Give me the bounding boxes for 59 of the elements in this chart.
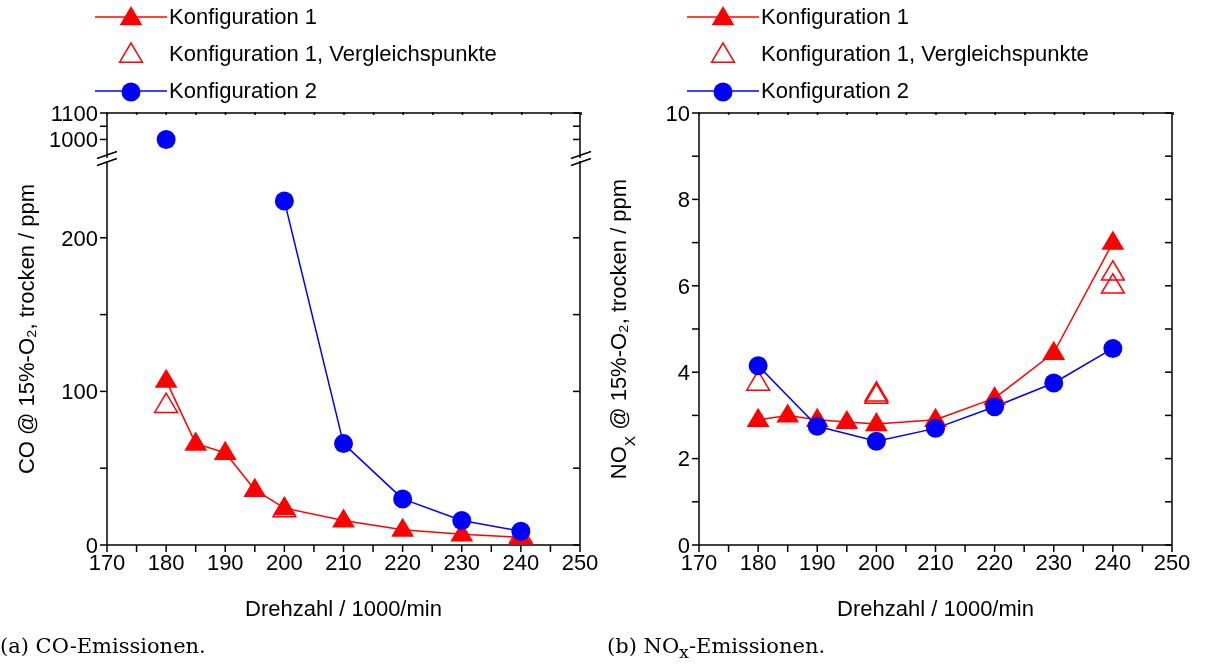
point (926, 418, 945, 438)
x-tick-label: 210 (325, 549, 362, 575)
legend-label: Konfiguration 1, Vergleichspunkte (169, 40, 497, 67)
point (154, 368, 178, 388)
point (1044, 373, 1064, 393)
point (1101, 230, 1125, 250)
x-tick-label: 200 (266, 549, 303, 575)
y-tick-label: 4 (677, 360, 690, 386)
point (866, 431, 886, 451)
x-tick-label: 180 (739, 549, 777, 575)
y-axis-title: CO @ 15%-O₂, trocken / ppm (14, 183, 39, 475)
x-tick-label: 230 (443, 549, 481, 575)
point (1100, 273, 1126, 294)
x-tick-label: 200 (858, 549, 895, 575)
point (985, 397, 1005, 417)
point (864, 412, 888, 432)
point (746, 407, 770, 427)
point (835, 409, 859, 430)
x-axis-title: Drehzahl / 1000/min (245, 596, 442, 621)
x-tick-label: 220 (384, 549, 421, 575)
x-tick-label: 190 (798, 549, 836, 575)
y-tick-label: 1100 (50, 100, 98, 126)
point (391, 517, 415, 537)
point (452, 510, 472, 530)
x-tick-label: 250 (1153, 549, 1191, 575)
point (1042, 340, 1066, 360)
point (807, 416, 827, 436)
point (1100, 260, 1126, 281)
y-tick-label: 1000 (49, 127, 98, 153)
y-tick-label: 8 (677, 187, 690, 213)
x-tick-label: 190 (206, 549, 244, 575)
legend-label: Konfiguration 1 (169, 3, 317, 30)
x-tick-label: 180 (147, 549, 185, 575)
x-axis-title: Drehzahl / 1000/min (837, 596, 1034, 621)
legend-label: Konfiguration 2 (761, 77, 909, 104)
point (274, 191, 294, 211)
point (243, 477, 267, 497)
text: (b) NO$_{x}$-Emissionen. (607, 634, 826, 663)
y-tick-label: 2 (677, 446, 690, 472)
point (1103, 338, 1123, 358)
x-tick-label: 240 (1094, 549, 1132, 575)
x-tick-label: 220 (976, 549, 1013, 575)
legend-label: Konfiguration 2 (169, 77, 317, 104)
x-tick-label: 240 (502, 549, 540, 575)
y-tick-label: 100 (61, 379, 98, 405)
point (184, 431, 208, 451)
point (213, 440, 237, 461)
x-tick-label: 250 (561, 549, 599, 575)
x-tick-label: 230 (1035, 549, 1073, 575)
legend-label: Konfiguration 1 (761, 3, 909, 30)
y-tick-label: 6 (677, 273, 690, 299)
text: (a) CO-Emissionen. (0, 634, 206, 658)
point (332, 508, 355, 528)
x-tick-label: 210 (917, 549, 954, 575)
y-tick-label: 200 (61, 225, 98, 251)
legend-label: Konfiguration 1, Vergleichspunkte (761, 40, 1089, 67)
point (776, 403, 800, 423)
y-tick-label: 10 (665, 100, 690, 126)
point (153, 392, 179, 414)
